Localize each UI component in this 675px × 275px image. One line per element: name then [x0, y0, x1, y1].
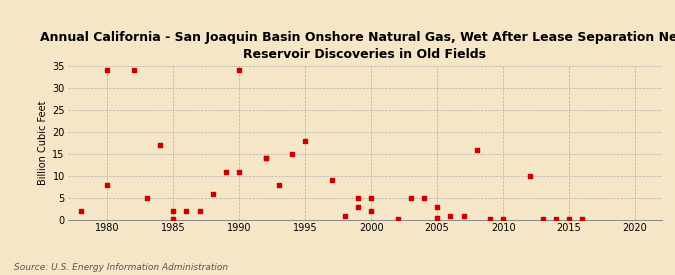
Point: [405, 196, 416, 200]
Point: [286, 152, 297, 156]
Point: [234, 169, 244, 174]
Point: [141, 196, 152, 200]
Point: [366, 209, 377, 213]
Point: [392, 216, 403, 221]
Point: [300, 139, 310, 143]
Point: [273, 183, 284, 187]
Title: Annual California - San Joaquin Basin Onshore Natural Gas, Wet After Lease Separ: Annual California - San Joaquin Basin On…: [40, 31, 675, 61]
Point: [577, 216, 588, 221]
Point: [485, 216, 495, 221]
Point: [326, 178, 337, 183]
Point: [102, 183, 113, 187]
Point: [207, 191, 218, 196]
Point: [418, 196, 429, 200]
Point: [340, 213, 350, 218]
Point: [524, 174, 535, 178]
Point: [260, 156, 271, 161]
Point: [551, 216, 562, 221]
Point: [167, 216, 178, 221]
Point: [564, 216, 574, 221]
Point: [352, 205, 363, 209]
Point: [234, 68, 244, 73]
Point: [167, 209, 178, 213]
Point: [471, 147, 482, 152]
Point: [102, 68, 113, 73]
Point: [445, 213, 456, 218]
Point: [432, 205, 443, 209]
Point: [432, 216, 443, 220]
Point: [76, 209, 86, 213]
Point: [181, 209, 192, 213]
Point: [352, 196, 363, 200]
Point: [497, 216, 508, 221]
Point: [128, 68, 139, 73]
Point: [260, 156, 271, 161]
Point: [194, 209, 205, 213]
Point: [155, 143, 165, 147]
Text: Source: U.S. Energy Information Administration: Source: U.S. Energy Information Administ…: [14, 263, 227, 272]
Point: [366, 196, 377, 200]
Point: [537, 216, 548, 221]
Point: [458, 213, 469, 218]
Y-axis label: Billion Cubic Feet: Billion Cubic Feet: [38, 101, 48, 185]
Point: [221, 169, 232, 174]
